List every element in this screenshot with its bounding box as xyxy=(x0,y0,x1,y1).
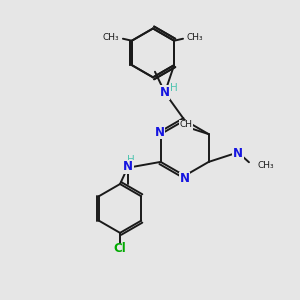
Text: N: N xyxy=(180,172,190,185)
Text: N: N xyxy=(155,126,165,139)
Text: CH₃: CH₃ xyxy=(187,33,204,42)
Text: N: N xyxy=(160,86,170,99)
Text: H: H xyxy=(170,82,178,93)
Text: CH: CH xyxy=(180,120,193,129)
Text: CH₃: CH₃ xyxy=(258,161,274,170)
Text: N: N xyxy=(123,160,133,173)
Text: H: H xyxy=(127,155,135,165)
Text: Cl: Cl xyxy=(114,242,126,255)
Text: N: N xyxy=(233,147,243,160)
Text: CH₃: CH₃ xyxy=(102,33,119,42)
